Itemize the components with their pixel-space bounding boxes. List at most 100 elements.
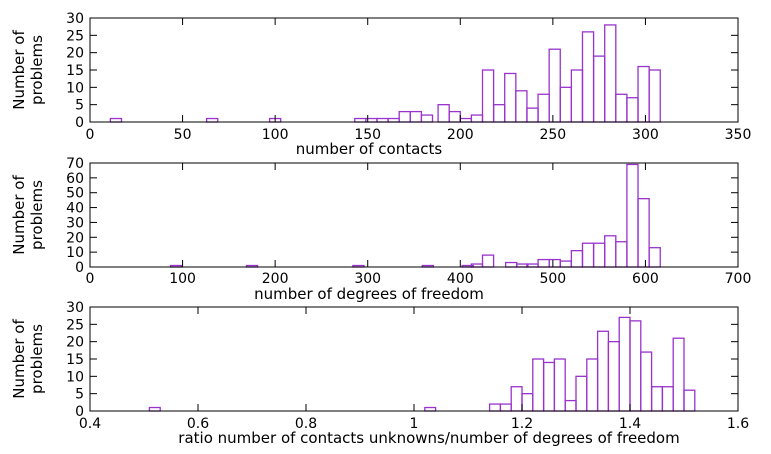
y-tick-label: 20 bbox=[66, 335, 84, 351]
y-tick-label: 5 bbox=[75, 387, 84, 403]
histogram-bar bbox=[515, 90, 528, 123]
histogram-bar bbox=[640, 351, 653, 412]
histogram-bar bbox=[615, 93, 628, 123]
x-tick-label: 150 bbox=[354, 127, 381, 143]
y-axis-title-line1: Number of bbox=[10, 175, 28, 255]
histogram-bar bbox=[618, 316, 631, 412]
histogram-bar bbox=[109, 117, 123, 123]
histogram-bar bbox=[387, 117, 400, 123]
histogram-bar bbox=[504, 72, 517, 123]
y-tick-label: 25 bbox=[66, 28, 84, 44]
histogram-bar bbox=[532, 358, 545, 412]
histogram-bar bbox=[409, 110, 423, 123]
histogram-bar bbox=[537, 93, 550, 123]
y-axis-title-line1: Number of bbox=[10, 319, 28, 399]
x-tick-label: 500 bbox=[539, 271, 566, 287]
histogram-bar bbox=[586, 358, 599, 412]
y-axis-title-line2: problems bbox=[28, 35, 46, 105]
y-tick-label: 70 bbox=[66, 156, 84, 172]
histogram-bar bbox=[629, 320, 642, 412]
x-axis-title: number of contacts bbox=[296, 140, 443, 158]
histogram-bar bbox=[559, 260, 573, 268]
y-tick-label: 30 bbox=[66, 11, 84, 27]
x-tick-label: 600 bbox=[632, 271, 659, 287]
histogram-bar bbox=[553, 358, 566, 412]
plot-frame bbox=[89, 17, 739, 123]
x-tick-label: 0.8 bbox=[295, 416, 317, 432]
histogram-bar bbox=[526, 107, 539, 123]
histogram-bar bbox=[148, 406, 161, 412]
y-tick-label: 30 bbox=[66, 215, 84, 231]
histogram-bar bbox=[420, 114, 434, 123]
histogram-bar bbox=[604, 24, 617, 123]
histogram-bar bbox=[481, 69, 495, 123]
histogram-bar bbox=[559, 86, 573, 123]
histogram-bar bbox=[672, 337, 685, 412]
y-tick-label: 5 bbox=[75, 98, 84, 114]
x-tick-label: 100 bbox=[262, 127, 289, 143]
histogram-bar bbox=[592, 242, 606, 268]
histogram-bar bbox=[648, 69, 661, 123]
y-tick-label: 10 bbox=[66, 369, 84, 385]
y-tick-label: 25 bbox=[66, 317, 84, 333]
x-tick-label: 400 bbox=[447, 271, 474, 287]
y-axis-title-line2: problems bbox=[28, 180, 46, 250]
histogram-bar bbox=[437, 104, 450, 123]
x-tick-label: 1 bbox=[410, 416, 419, 432]
histogram-bar bbox=[626, 97, 639, 123]
histogram-bar bbox=[354, 117, 367, 123]
histogram-bar bbox=[637, 65, 650, 123]
histogram-bar bbox=[581, 242, 595, 268]
y-tick-label: 10 bbox=[66, 245, 84, 261]
x-tick-label: 50 bbox=[174, 127, 192, 143]
histogram-bar bbox=[521, 393, 534, 412]
histogram-bar bbox=[510, 386, 523, 412]
x-axis-title: number of degrees of freedom bbox=[254, 285, 484, 303]
histogram-bar bbox=[398, 110, 411, 123]
histogram-bar bbox=[683, 389, 696, 412]
y-tick-label: 60 bbox=[66, 171, 84, 187]
histogram-bar bbox=[499, 403, 512, 412]
histogram-bar bbox=[604, 235, 617, 268]
x-axis-title: ratio number of contacts unknowns/number… bbox=[178, 429, 679, 447]
histogram-bar bbox=[424, 406, 437, 412]
histogram-bar bbox=[205, 117, 219, 123]
histogram-bar bbox=[650, 386, 664, 412]
y-tick-label: 20 bbox=[66, 46, 84, 62]
x-tick-label: 250 bbox=[539, 127, 566, 143]
histogram-bar bbox=[548, 258, 561, 268]
y-tick-label: 20 bbox=[66, 230, 84, 246]
histogram-bar bbox=[626, 163, 639, 268]
x-tick-label: 300 bbox=[632, 127, 659, 143]
histogram-bar bbox=[596, 330, 610, 412]
x-tick-label: 0 bbox=[86, 127, 95, 143]
histogram-bar bbox=[459, 117, 473, 123]
y-tick-label: 0 bbox=[75, 260, 84, 276]
histogram-bar bbox=[648, 247, 661, 268]
histogram-bar bbox=[564, 399, 577, 412]
x-tick-label: 0.4 bbox=[79, 416, 101, 432]
y-tick-label: 50 bbox=[66, 186, 84, 202]
x-tick-label: 0 bbox=[86, 271, 95, 287]
x-tick-label: 1.4 bbox=[619, 416, 641, 432]
y-tick-label: 0 bbox=[75, 404, 84, 420]
x-tick-label: 200 bbox=[447, 127, 474, 143]
plot-frame bbox=[89, 162, 739, 268]
histogram-bar bbox=[448, 110, 461, 123]
x-tick-label: 200 bbox=[262, 271, 289, 287]
y-tick-label: 15 bbox=[66, 352, 84, 368]
y-axis-title-line1: Number of bbox=[10, 30, 28, 110]
x-tick-label: 700 bbox=[725, 271, 752, 287]
histogram-bar bbox=[575, 375, 588, 412]
histogram-bar bbox=[570, 250, 584, 268]
x-tick-label: 1.6 bbox=[727, 416, 749, 432]
x-tick-label: 350 bbox=[725, 127, 752, 143]
histogram-bar bbox=[470, 114, 484, 123]
y-tick-label: 30 bbox=[66, 300, 84, 316]
y-axis-title-line2: problems bbox=[28, 324, 46, 394]
histogram-bar bbox=[376, 117, 389, 123]
